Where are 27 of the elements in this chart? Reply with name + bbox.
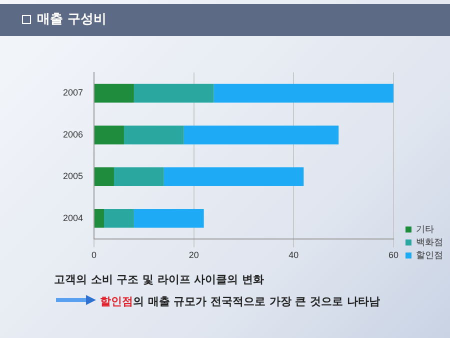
x-tick-label: 60 [388,250,399,260]
legend-label: 백화점 [416,236,443,247]
y-tick-label: 2004 [62,212,84,223]
x-tick-label: 0 [92,250,97,260]
y-tick-label: 2005 [62,171,84,182]
bar [164,167,304,186]
bar [94,84,134,103]
bar [104,208,134,228]
y-tick-label: 2007 [62,88,84,98]
bar [94,208,104,228]
text: 고객의 소비 구조 및 라이프 사이클의 변화 [54,272,264,287]
legend-label: 할인점 [416,250,443,260]
bar [124,126,184,144]
text: 의 매출 규모가 전국적으로 가장 큰 것으로 나타남 [133,295,380,308]
bar [94,126,124,144]
x-tick-label: 20 [188,250,199,260]
bar [134,84,214,103]
bar [94,167,114,186]
text: 할인점 [100,295,133,308]
bar [184,126,339,144]
y-tick-label: 2006 [62,129,84,140]
chart-title: 매출 구성비 [37,12,107,27]
bar [134,208,204,228]
bar [214,84,394,103]
x-tick-label: 40 [288,250,299,260]
bar [114,167,164,186]
legend-label: 기타 [416,224,434,234]
